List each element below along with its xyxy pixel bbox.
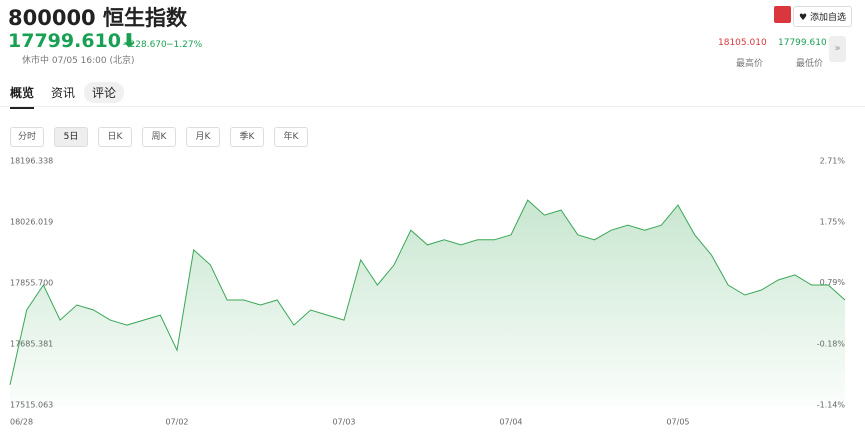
- x-tick-label: 07/05: [666, 418, 689, 427]
- stat-high: 18105.010 最高价: [718, 38, 767, 69]
- y2-tick-label: 1.75%: [820, 217, 846, 226]
- x-tick-label: 06/28: [10, 418, 33, 427]
- tab[interactable]: 评论: [84, 82, 125, 103]
- period-button[interactable]: 5日: [54, 127, 88, 147]
- add-watch-label: 添加自选: [809, 13, 846, 23]
- area: [10, 200, 845, 406]
- change: −228.670: [122, 40, 167, 50]
- collapse-button[interactable]: »: [829, 36, 846, 62]
- period-button[interactable]: 周K: [142, 127, 176, 147]
- flag-icon: [774, 6, 791, 23]
- y-tick-label: 18026.019: [10, 218, 53, 227]
- change-pct: −1.27%: [166, 40, 203, 50]
- stat-value: 18105.010: [718, 38, 767, 48]
- tab[interactable]: 概览: [10, 84, 35, 109]
- add-watch-button[interactable]: ♥ 添加自选: [793, 6, 852, 27]
- x-tick-label: 07/03: [332, 418, 355, 427]
- title: 800000 恒生指数: [8, 6, 187, 30]
- status: 休市中 07/05 16:00 (北京): [22, 56, 135, 66]
- period-button[interactable]: 月K: [186, 127, 220, 147]
- price: 17799.610⬇: [8, 30, 137, 52]
- period-button[interactable]: 分时: [10, 127, 44, 147]
- separator: [0, 106, 865, 107]
- y2-tick-label: 2.71%: [820, 157, 846, 166]
- stat-label: 最高价: [735, 59, 763, 69]
- y-tick-label: 17855.700: [10, 279, 53, 288]
- y-tick-label: 18196.338: [10, 157, 53, 166]
- stat-label: 最低价: [795, 59, 823, 69]
- tab[interactable]: 资讯: [51, 86, 76, 100]
- period-button[interactable]: 季K: [230, 127, 264, 147]
- y2-tick-label: 0.79%: [820, 278, 846, 287]
- x-tick-label: 07/04: [499, 418, 522, 427]
- x-tick-label: 07/02: [165, 418, 188, 427]
- price-value: 17799.610: [8, 30, 121, 52]
- stat-value: 17799.610: [778, 38, 827, 48]
- period-button[interactable]: 年K: [274, 127, 308, 147]
- period-button[interactable]: 日K: [98, 127, 132, 147]
- stat-low: 17799.610 最低价: [778, 38, 827, 69]
- price-line: [9, 199, 846, 386]
